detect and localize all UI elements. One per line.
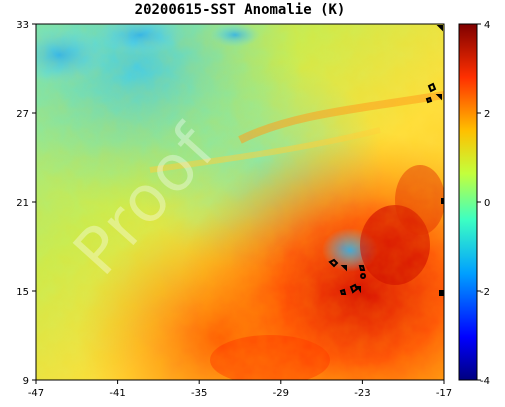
y-tick-label: 9 bbox=[23, 376, 29, 387]
sst-raster bbox=[36, 24, 444, 380]
x-tick-label: -35 bbox=[191, 388, 207, 399]
colorbar-tick-label: 0 bbox=[484, 198, 490, 209]
colorbar bbox=[458, 23, 478, 381]
colorbar-tick-label: 4 bbox=[484, 20, 490, 31]
colorbar-tick-label: 2 bbox=[484, 109, 490, 120]
x-tick-label: -23 bbox=[354, 388, 370, 399]
y-tick-label: 21 bbox=[16, 198, 29, 209]
x-tick-label: -41 bbox=[109, 388, 125, 399]
x-axis-ticks bbox=[35, 380, 445, 384]
y-tick-label: 27 bbox=[16, 109, 29, 120]
y-tick-label: 33 bbox=[16, 20, 29, 31]
figure-title: 20200615-SST Anomalie (K) bbox=[134, 2, 346, 18]
x-tick-label: -47 bbox=[28, 388, 44, 399]
y-axis-labels: 33 27 21 15 9 bbox=[16, 20, 29, 387]
coastline-marks bbox=[439, 198, 444, 296]
island-outlines bbox=[328, 25, 443, 295]
x-tick-label: -17 bbox=[436, 388, 452, 399]
colorbar-tick-label: -2 bbox=[480, 287, 490, 298]
x-axis-labels: -47 -41 -35 -29 -23 -17 bbox=[28, 388, 452, 399]
colorbar-tick-label: -4 bbox=[480, 376, 490, 387]
y-tick-label: 15 bbox=[16, 287, 29, 298]
colorbar-ticks bbox=[477, 23, 481, 381]
x-tick-label: -29 bbox=[273, 388, 289, 399]
colorbar-labels: 4 2 0 -2 -4 bbox=[480, 20, 490, 387]
y-axis-ticks bbox=[32, 23, 36, 381]
